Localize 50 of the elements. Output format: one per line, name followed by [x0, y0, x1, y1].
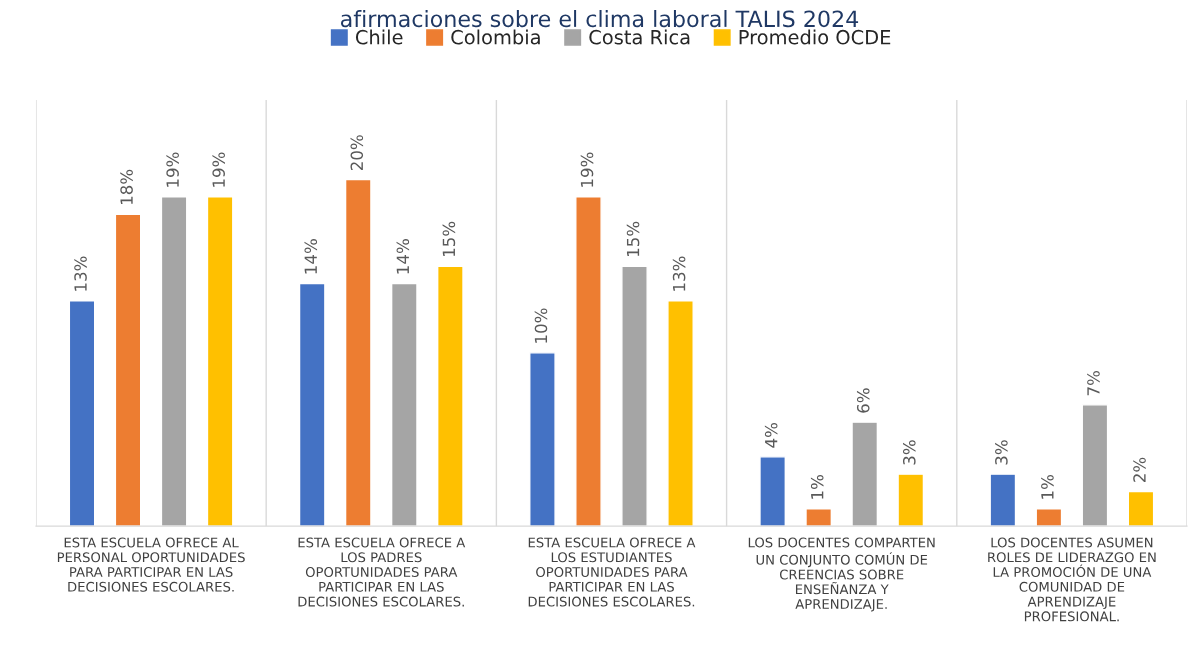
data-label: 7%: [1087, 371, 1100, 396]
bar: [759, 456, 786, 527]
data-label: 14%: [304, 239, 318, 274]
bar: [1035, 508, 1063, 527]
bar: [298, 282, 326, 527]
legend-label: Costa Rica: [589, 29, 690, 45]
x-tick-label: LOS DOCENTES ASUMEN ROLES DE LIDERAZGO EN LA PROMOCIÓN DE UNA COMUNIDAD DE APRENDIZAJE PROFESIONAL.: [988, 537, 1156, 622]
data-label: 20%: [350, 135, 364, 171]
bar: [1127, 490, 1155, 527]
bar: [897, 473, 925, 527]
bar: [114, 213, 142, 527]
data-label: 19%: [212, 152, 225, 187]
bar: [989, 473, 1017, 527]
data-label: 1%: [810, 474, 824, 499]
data-label: 13%: [672, 256, 686, 291]
bar: [805, 508, 833, 527]
x-tick-label: ESTA ESCUELA OFRECE A LOS ESTUDIANTES OPORTUNIDADES PARA PARTICIPAR EN LAS DECISIONES ESCOLARES.: [528, 537, 696, 607]
bar: [160, 196, 188, 527]
data-label: 4%: [764, 422, 778, 448]
bar: [529, 352, 556, 527]
data-label: 14%: [396, 239, 410, 274]
data-label: 2%: [1133, 457, 1146, 482]
bar: [575, 196, 602, 527]
chart-title: afirmaciones sobre el clima laboral TALIS 2024: [341, 9, 859, 28]
data-label: 1%: [1041, 474, 1054, 499]
data-label: 6%: [856, 388, 870, 413]
data-label: 3%: [902, 440, 916, 465]
data-label: 13%: [74, 256, 87, 291]
legend-label: Chile: [355, 29, 403, 45]
bar: [621, 265, 648, 527]
data-label: 19%: [166, 152, 179, 187]
bar: [390, 282, 418, 527]
data-label: 19%: [580, 152, 594, 187]
legend-label: Colombia: [451, 29, 540, 45]
data-label: 15%: [442, 221, 456, 257]
legend-label: Promedio OCDE: [739, 29, 891, 45]
data-label: 18%: [120, 169, 133, 205]
bar: [436, 265, 464, 527]
x-tick-label: LOS DOCENTES COMPARTEN UN CONJUNTO COMÚN DE CREENCIAS SOBRE ENSEÑANZA Y APRENDIZAJE.: [748, 537, 935, 612]
data-label: 10%: [534, 308, 548, 343]
bar: [68, 300, 96, 527]
bar: [1081, 404, 1109, 527]
data-label: 3%: [995, 440, 1008, 465]
data-label: 15%: [626, 221, 640, 257]
bar: [667, 300, 694, 527]
bar: [206, 196, 234, 527]
x-tick-label: ESTA ESCUELA OFRECE A LOS PADRES OPORTUNIDADES PARA PARTICIPAR EN LAS DECISIONES ESCOLARES.: [298, 537, 466, 607]
bar: [851, 421, 879, 527]
bar: [344, 178, 372, 527]
x-tick-label: ESTA ESCUELA OFRECE AL PERSONAL OPORTUNIDADES PARA PARTICIPAR EN LAS DECISIONES ESCOLARES.: [57, 537, 245, 592]
